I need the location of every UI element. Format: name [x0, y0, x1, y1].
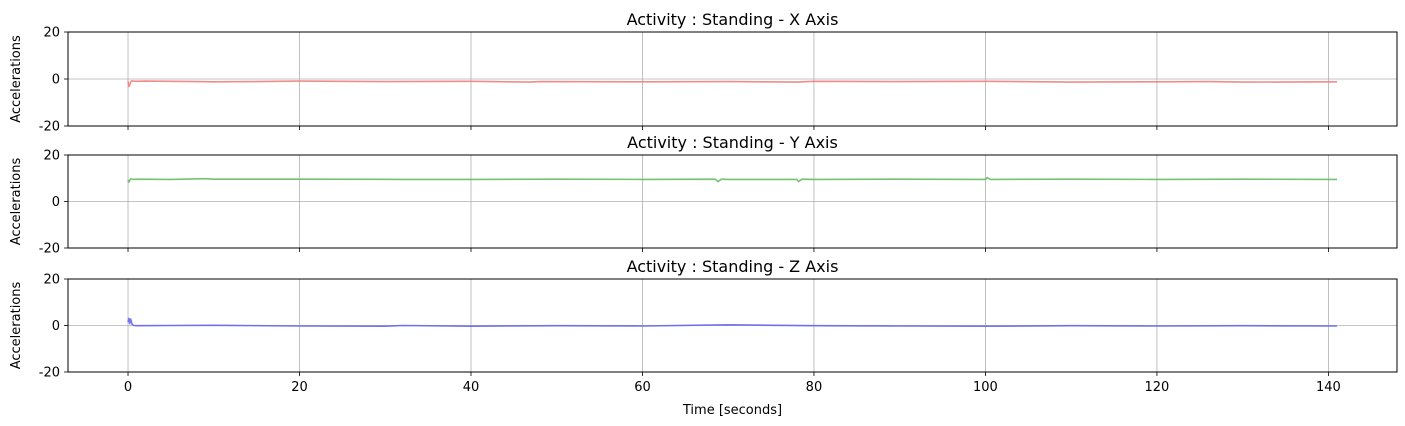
subplot-x-axis: Activity : Standing - X Axis Acceleratio… — [9, 10, 1398, 135]
y-tick-label: 20 — [43, 273, 60, 288]
y-tick-label: -20 — [39, 366, 60, 381]
y-axis-label: Accelerations — [9, 158, 24, 246]
subplot-title: Activity : Standing - X Axis — [627, 10, 839, 29]
x-tick-label: 40 — [463, 380, 480, 395]
x-tick-label: 60 — [634, 380, 651, 395]
axes-frame — [67, 154, 1398, 249]
y-axis-label: Accelerations — [9, 35, 24, 123]
subplot-z-axis: Activity : Standing - Z Axis Acceleratio… — [9, 257, 1398, 418]
x-tick-label: 20 — [291, 380, 308, 395]
y-axis-label: Accelerations — [9, 282, 24, 370]
x-tick-label: 0 — [124, 380, 132, 395]
series-line — [127, 80, 1338, 88]
subplot-y-axis: Activity : Standing - Y Axis Acceleratio… — [9, 133, 1398, 257]
y-tick-label: 20 — [43, 26, 60, 41]
axes-frame — [67, 278, 1398, 373]
axes-frame — [67, 31, 1398, 127]
y-tick-label: 20 — [43, 149, 60, 164]
x-axis-label: Time [seconds] — [682, 403, 782, 418]
y-tick-label: 0 — [52, 195, 60, 210]
y-tick-label: -20 — [39, 120, 60, 135]
series-line — [127, 176, 1338, 183]
series-line — [127, 317, 1338, 328]
y-tick-label: 0 — [52, 319, 60, 334]
x-tick-label: 120 — [1145, 380, 1170, 395]
y-tick-label: -20 — [39, 242, 60, 257]
x-tick-label: 140 — [1316, 380, 1341, 395]
subplot-title: Activity : Standing - Z Axis — [627, 257, 839, 276]
x-tick-label: 100 — [973, 380, 998, 395]
subplot-title: Activity : Standing - Y Axis — [627, 133, 838, 152]
y-tick-label: 0 — [52, 73, 60, 88]
x-tick-label: 80 — [806, 380, 823, 395]
